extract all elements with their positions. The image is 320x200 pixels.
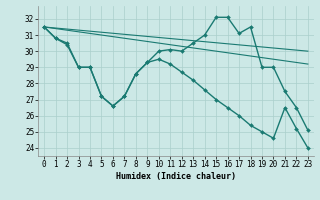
X-axis label: Humidex (Indice chaleur): Humidex (Indice chaleur)	[116, 172, 236, 181]
